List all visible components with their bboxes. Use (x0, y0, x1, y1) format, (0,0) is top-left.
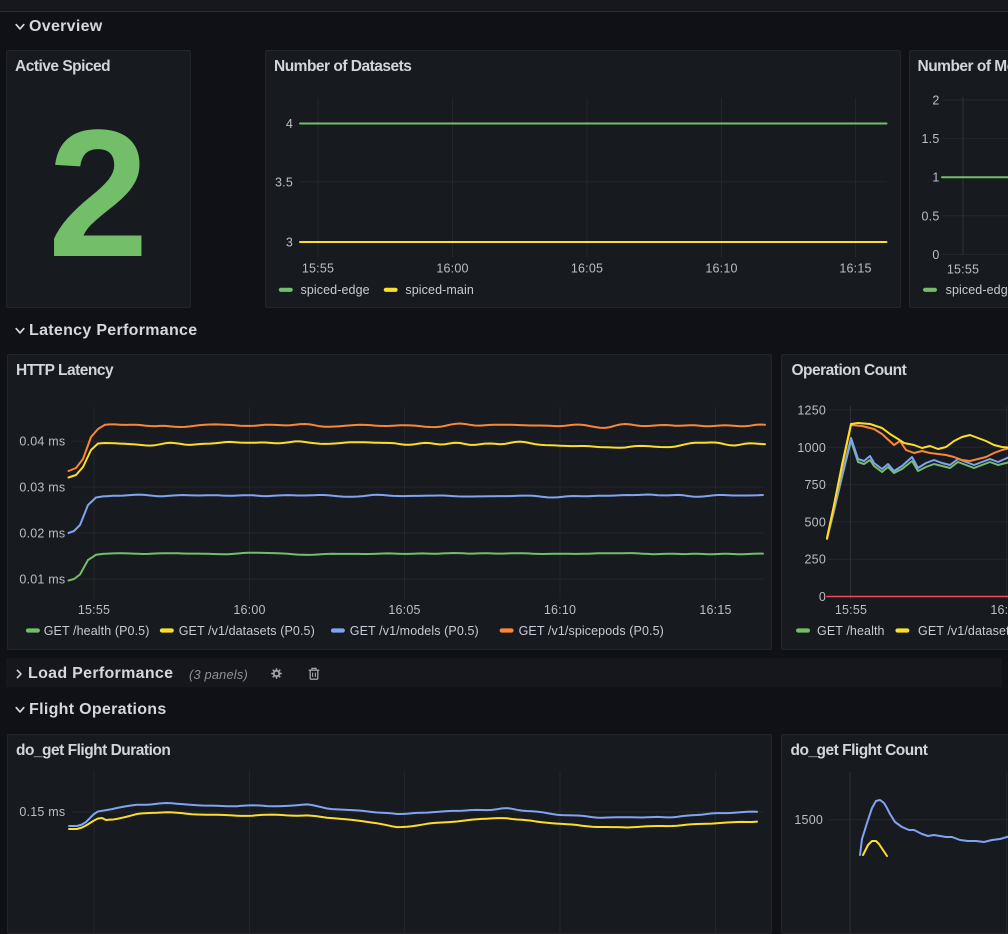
svg-text:spiced-main: spiced-main (405, 283, 474, 297)
svg-text:0.03 ms: 0.03 ms (19, 481, 65, 495)
svg-text:16:05: 16:05 (388, 603, 420, 617)
svg-text:1500: 1500 (794, 813, 823, 827)
svg-text:GET /v1/datasets (P0.5): GET /v1/datasets (P0.5) (179, 624, 315, 638)
svg-text:1250: 1250 (797, 404, 826, 418)
svg-text:15:55: 15:55 (834, 603, 866, 617)
svg-text:15:55: 15:55 (302, 261, 334, 275)
svg-text:1: 1 (932, 171, 939, 185)
svg-text:2: 2 (932, 94, 939, 108)
svg-text:0: 0 (818, 590, 825, 604)
svg-text:16:00: 16:00 (233, 603, 265, 617)
svg-text:0: 0 (932, 248, 939, 262)
svg-text:GET /v1/spicepods (P0.5): GET /v1/spicepods (P0.5) (519, 624, 664, 638)
svg-text:16:10: 16:10 (544, 603, 576, 617)
svg-text:0.02 ms: 0.02 ms (19, 527, 65, 541)
svg-text:3.5: 3.5 (275, 175, 293, 189)
svg-text:16:00: 16:00 (436, 261, 468, 275)
svg-text:15:55: 15:55 (78, 603, 110, 617)
svg-text:GET /v1/datasets: GET /v1/datasets (918, 624, 1008, 638)
svg-text:500: 500 (804, 515, 825, 529)
svg-text:spiced-edge: spiced-edge (945, 283, 1008, 297)
svg-text:0.04 ms: 0.04 ms (19, 435, 65, 449)
svg-text:1.5: 1.5 (921, 132, 939, 146)
svg-text:16:15: 16:15 (839, 261, 871, 275)
svg-text:16:15: 16:15 (699, 603, 731, 617)
svg-text:750: 750 (804, 478, 825, 492)
svg-text:0.15 ms: 0.15 ms (19, 805, 65, 819)
svg-text:4: 4 (286, 117, 293, 131)
svg-text:15:55: 15:55 (946, 262, 978, 276)
svg-text:GET /health (P0.5): GET /health (P0.5) (44, 624, 150, 638)
svg-text:3: 3 (286, 236, 293, 250)
svg-text:0.01 ms: 0.01 ms (19, 573, 65, 587)
svg-text:250: 250 (804, 553, 825, 567)
svg-text:0.5: 0.5 (921, 209, 939, 223)
svg-text:GET /health: GET /health (817, 624, 885, 638)
svg-text:16:05: 16:05 (571, 261, 603, 275)
svg-text:16:10: 16:10 (705, 261, 737, 275)
svg-text:spiced-edge: spiced-edge (301, 283, 370, 297)
svg-text:16:00: 16:00 (990, 603, 1008, 617)
svg-text:GET /v1/models (P0.5): GET /v1/models (P0.5) (350, 624, 479, 638)
svg-text:1000: 1000 (797, 441, 826, 455)
